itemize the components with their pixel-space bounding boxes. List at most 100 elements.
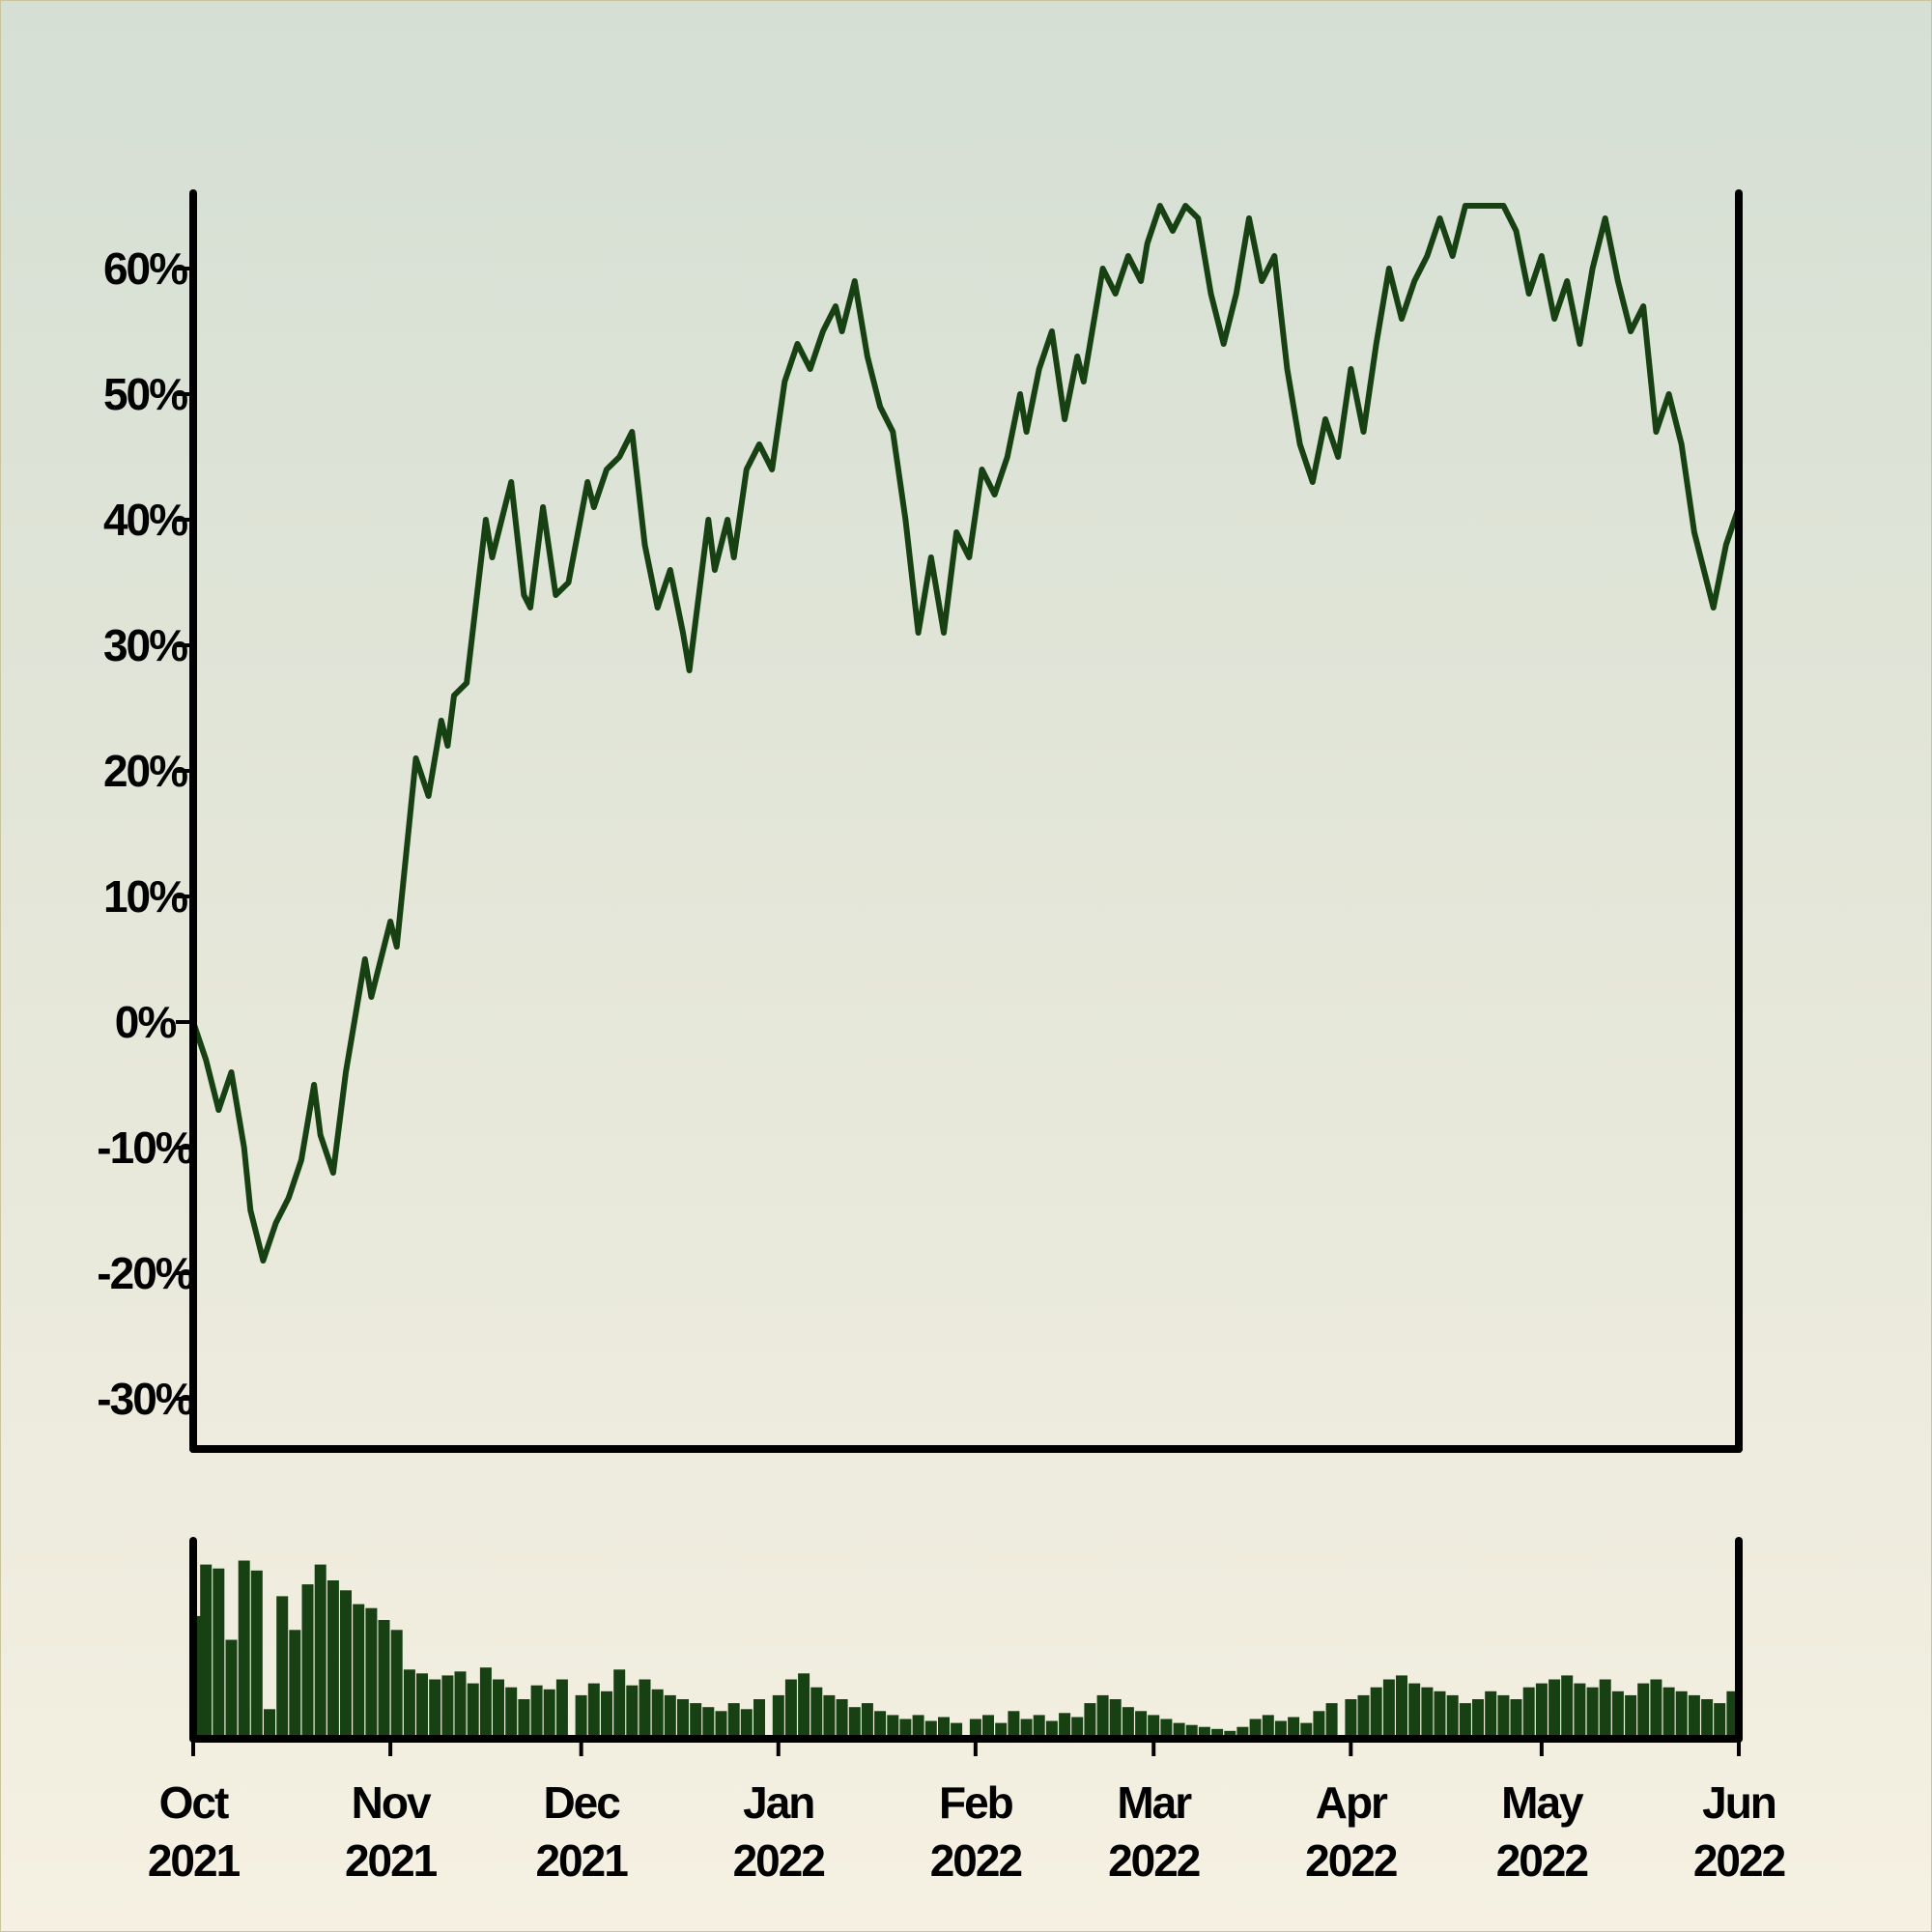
volume-bar <box>702 1707 715 1739</box>
volume-bar <box>1421 1687 1434 1739</box>
x-tick-label-year: 2022 <box>1305 1835 1397 1886</box>
volume-bar <box>1370 1687 1382 1739</box>
volume-bar <box>238 1560 250 1739</box>
price-panel: -30% -20% -10% 0% 10% 20% 30% 40% 50% 60% <box>97 189 1743 1453</box>
volume-bar <box>1325 1703 1338 1739</box>
volume-bar <box>587 1683 600 1739</box>
y-tick-label: 50% <box>103 369 187 419</box>
volume-bar <box>848 1707 861 1739</box>
volume-bar <box>1288 1717 1300 1739</box>
volume-bar <box>1045 1720 1058 1739</box>
volume-bar <box>314 1564 327 1739</box>
volume-bar <box>1535 1683 1548 1739</box>
volume-bar <box>276 1596 289 1739</box>
volume-bar <box>938 1717 950 1739</box>
volume-bar <box>601 1690 612 1739</box>
volume-bar <box>1408 1683 1421 1739</box>
x-tick-label-year: 2021 <box>535 1835 628 1886</box>
volume-bar <box>1173 1722 1185 1739</box>
x-tick-label-month: Mar <box>1117 1777 1192 1828</box>
volume-panel-axes <box>189 1537 1743 1743</box>
volume-bar <box>1485 1690 1497 1739</box>
volume-bar <box>1300 1722 1313 1739</box>
volume-bar <box>1586 1687 1599 1739</box>
volume-bar <box>301 1584 314 1739</box>
volume-bar <box>874 1711 887 1739</box>
volume-bar <box>1637 1683 1650 1739</box>
y-axis-labels: -30% -20% -10% 0% 10% 20% 30% 40% 50% 60% <box>97 243 195 1424</box>
volume-bar <box>924 1720 937 1739</box>
volume-bar <box>740 1709 753 1740</box>
volume-bar <box>530 1685 543 1739</box>
volume-bar <box>1574 1683 1586 1739</box>
volume-bar <box>1274 1720 1287 1739</box>
volume-bar <box>1249 1719 1262 1739</box>
y-tick-label: 60% <box>103 243 187 294</box>
volume-bar <box>416 1673 428 1739</box>
volume-bar <box>1662 1687 1675 1739</box>
y-tick-label: -10% <box>97 1122 193 1173</box>
price-panel-axes <box>189 189 1743 1453</box>
x-tick-label-month: Jan <box>743 1777 813 1828</box>
volume-bar <box>1561 1675 1574 1739</box>
volume-bar <box>1345 1699 1357 1739</box>
volume-bar <box>467 1683 479 1739</box>
volume-bar <box>727 1703 740 1739</box>
price-series-line <box>190 203 1742 1264</box>
x-tick-label-year: 2022 <box>1693 1835 1785 1886</box>
volume-bar <box>289 1630 301 1740</box>
volume-bar <box>823 1694 836 1739</box>
volume-bar <box>677 1699 689 1739</box>
volume-bar <box>1434 1690 1446 1739</box>
volume-bar <box>798 1673 810 1739</box>
volume-bars <box>193 1560 1739 1740</box>
volume-bar <box>1714 1703 1726 1739</box>
volume-bar <box>664 1694 676 1739</box>
x-tick-label-month: Apr <box>1316 1777 1388 1828</box>
y-tick-label: 10% <box>103 871 187 922</box>
volume-bar <box>1211 1728 1224 1740</box>
volume-bar <box>518 1699 530 1739</box>
volume-bar <box>1148 1715 1160 1739</box>
volume-bar <box>912 1715 924 1739</box>
x-tick-label-year: 2022 <box>930 1835 1022 1886</box>
volume-bar <box>225 1639 238 1739</box>
volume-bar <box>1357 1694 1370 1739</box>
volume-panel: Oct 2021 Nov 2021 Dec 2021 Jan 2022 Feb 2022 Mar 20… <box>148 1537 1787 1886</box>
volume-bar <box>1510 1699 1522 1739</box>
x-tick-label-year: 2021 <box>345 1835 438 1886</box>
volume-bar <box>555 1679 568 1739</box>
x-tick-label-month: Dec <box>543 1777 620 1828</box>
volume-bar <box>441 1675 454 1739</box>
volume-bar <box>353 1604 365 1739</box>
volume-bar <box>1650 1679 1662 1739</box>
volume-bar <box>784 1679 797 1739</box>
volume-bar <box>651 1689 664 1740</box>
volume-bar <box>575 1694 587 1739</box>
x-tick-label-year: 2022 <box>1496 1835 1588 1886</box>
volume-bar <box>1382 1679 1395 1739</box>
x-tick-label-month: Feb <box>939 1777 1013 1828</box>
volume-bar <box>1135 1711 1148 1739</box>
volume-bar <box>493 1679 504 1739</box>
volume-bar <box>995 1722 1008 1739</box>
volume-bar <box>861 1703 873 1739</box>
volume-bar <box>1396 1675 1407 1739</box>
volume-bar <box>626 1685 639 1739</box>
volume-bar <box>1599 1679 1611 1739</box>
y-tick-label: -20% <box>97 1248 193 1298</box>
volume-bar <box>1084 1703 1096 1739</box>
volume-bar <box>543 1689 555 1740</box>
y-tick-label: -30% <box>97 1374 193 1424</box>
volume-bar <box>1472 1699 1484 1739</box>
volume-bar <box>454 1671 467 1739</box>
volume-bar <box>1625 1694 1637 1739</box>
volume-bar <box>753 1699 765 1739</box>
volume-bar <box>639 1679 651 1739</box>
volume-bar <box>213 1568 225 1739</box>
y-tick-label: 40% <box>103 495 187 545</box>
volume-bar <box>951 1722 963 1739</box>
volume-bar <box>810 1687 823 1739</box>
volume-bar <box>200 1564 213 1739</box>
